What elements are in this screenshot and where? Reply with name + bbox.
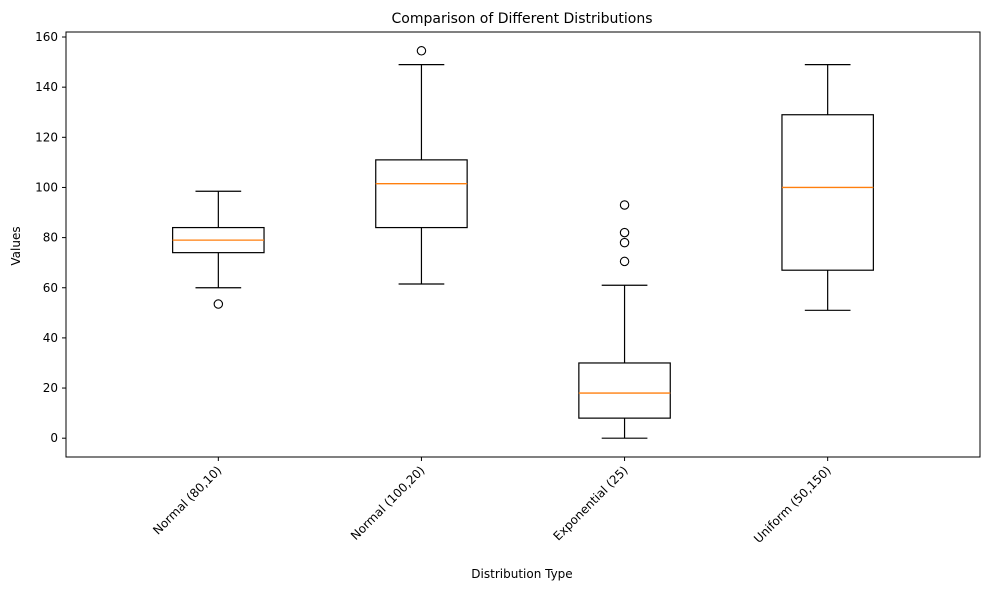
y-tick-label: 60 bbox=[43, 281, 58, 295]
outlier-point bbox=[619, 237, 630, 248]
y-tick-label: 80 bbox=[43, 231, 58, 245]
outlier-point bbox=[619, 256, 630, 267]
y-tick-label: 100 bbox=[35, 180, 58, 194]
outlier-point bbox=[416, 46, 427, 56]
y-tick-label: 160 bbox=[35, 30, 58, 44]
y-tick-label: 140 bbox=[35, 80, 58, 94]
box-iqr bbox=[578, 362, 671, 419]
y-tick-label: 0 bbox=[50, 431, 58, 445]
x-axis-title: Distribution Type bbox=[471, 567, 572, 581]
y-axis-title: Values bbox=[9, 226, 23, 265]
outlier-point bbox=[213, 299, 224, 309]
chart-title: Comparison of Different Distributions bbox=[392, 11, 653, 27]
y-tick-label: 120 bbox=[35, 130, 58, 144]
outlier-point bbox=[619, 227, 630, 238]
box-iqr bbox=[781, 114, 874, 271]
box-iqr bbox=[375, 159, 468, 229]
y-tick-label: 40 bbox=[43, 331, 58, 345]
outlier-point bbox=[619, 200, 630, 210]
axes-frame bbox=[65, 31, 981, 458]
y-tick-label: 20 bbox=[43, 381, 58, 395]
